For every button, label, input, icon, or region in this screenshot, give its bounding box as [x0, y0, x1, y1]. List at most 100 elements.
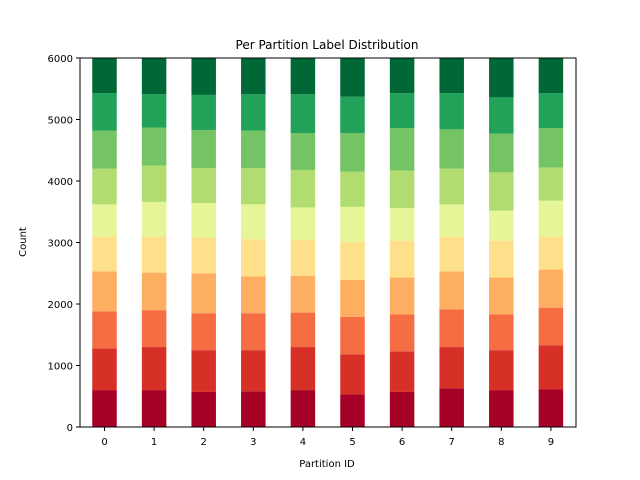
bar-segment	[538, 236, 564, 270]
bar-segment	[340, 354, 365, 395]
bar-segment	[340, 316, 365, 355]
y-tick-label: 4000	[48, 177, 73, 188]
bar-segment	[389, 391, 415, 427]
bar-segment	[92, 311, 117, 349]
bar-segment	[92, 271, 117, 312]
bar-segment	[241, 350, 266, 392]
bar-segment	[191, 168, 216, 204]
bar-segment	[290, 169, 316, 208]
chart-title: Per Partition Label Distribution	[236, 38, 419, 52]
bar-segment	[290, 347, 316, 391]
y-tick-label: 0	[67, 423, 73, 434]
bar-segment	[538, 345, 564, 390]
x-tick-label: 0	[101, 437, 107, 448]
bar-segment	[389, 128, 415, 171]
bar-segment	[538, 269, 564, 308]
bar-segment	[389, 314, 415, 352]
bar-segment	[141, 310, 167, 348]
bar-segment	[439, 309, 464, 348]
bar-segment	[290, 58, 316, 95]
bar-segment	[141, 272, 167, 311]
bar-segment	[389, 240, 415, 278]
bar-segment	[439, 58, 464, 94]
bar-segment	[290, 240, 316, 276]
bar-segment	[92, 348, 117, 391]
bar-segment	[191, 350, 216, 392]
bar-segment	[489, 390, 514, 427]
bar-segment	[241, 391, 266, 427]
bar-segment	[489, 350, 514, 391]
x-tick-label: 9	[548, 437, 554, 448]
y-axis: 0 1000 2000 3000 4000 5000 6000	[48, 54, 80, 434]
bar-segment	[340, 96, 365, 134]
bar-segment	[439, 168, 464, 205]
bar-segment	[340, 206, 365, 242]
bar-segment	[389, 58, 415, 94]
y-tick-label: 1000	[48, 362, 73, 373]
y-tick-label: 6000	[48, 54, 73, 65]
bar-segment	[241, 94, 266, 131]
bar-segment	[538, 200, 564, 237]
bar-segment	[439, 204, 464, 237]
bar-segment	[489, 172, 514, 211]
bar-segment	[389, 208, 415, 241]
x-axis-label: Partition ID	[299, 459, 355, 470]
bar-segment	[538, 389, 564, 427]
x-tick-label: 4	[300, 437, 306, 448]
bar-segment	[538, 167, 564, 201]
bar-segment	[92, 130, 117, 169]
x-tick-label: 2	[201, 437, 207, 448]
bar-segment	[389, 351, 415, 392]
x-tick-label: 1	[151, 437, 157, 448]
bar-segment	[290, 312, 316, 348]
x-tick-label: 5	[349, 437, 355, 448]
bar-segment	[92, 390, 117, 427]
bar-segment	[191, 203, 216, 238]
bar-segment	[241, 58, 266, 95]
bar-segment	[191, 391, 216, 427]
bar-segment	[141, 165, 167, 202]
bar-segment	[538, 307, 564, 346]
bar-segment	[92, 168, 117, 205]
bar-segment	[92, 204, 117, 237]
bar-segment	[241, 168, 266, 205]
bar-segment	[389, 277, 415, 315]
bar-segment	[191, 313, 216, 351]
bar-segment	[290, 207, 316, 241]
bar-segment	[389, 93, 415, 129]
bar-segment	[141, 347, 167, 391]
bar-segment	[191, 94, 216, 130]
bar-segment	[439, 271, 464, 310]
bar-segment	[489, 133, 514, 173]
bar-segment	[290, 133, 316, 170]
bar-segment	[191, 237, 216, 274]
y-tick-label: 3000	[48, 239, 73, 250]
x-tick-label: 3	[250, 437, 256, 448]
bar-segment	[439, 236, 464, 272]
bar-segment	[290, 275, 316, 313]
bar-segment	[141, 236, 167, 273]
bars	[92, 58, 564, 427]
bar-segment	[141, 201, 167, 237]
x-tick-label: 6	[399, 437, 405, 448]
bar-segment	[340, 394, 365, 427]
bar-segment	[340, 171, 365, 207]
bar-segment	[340, 133, 365, 172]
bar-segment	[290, 94, 316, 134]
bar-segment	[241, 313, 266, 351]
bar-segment	[191, 273, 216, 314]
bar-segment	[439, 93, 464, 130]
y-tick-label: 5000	[48, 116, 73, 127]
y-tick-label: 2000	[48, 300, 73, 311]
plot-frame	[79, 57, 577, 428]
bar-segment	[241, 204, 266, 240]
bar-segment	[241, 130, 266, 169]
bar-segment	[340, 58, 365, 97]
bar-segment	[141, 127, 167, 166]
bar-segment	[538, 128, 564, 168]
bar-segment	[141, 390, 167, 427]
bar-segment	[92, 58, 117, 94]
bar-segment	[489, 240, 514, 278]
bar-segment	[141, 94, 167, 128]
x-tick-label: 8	[498, 437, 504, 448]
